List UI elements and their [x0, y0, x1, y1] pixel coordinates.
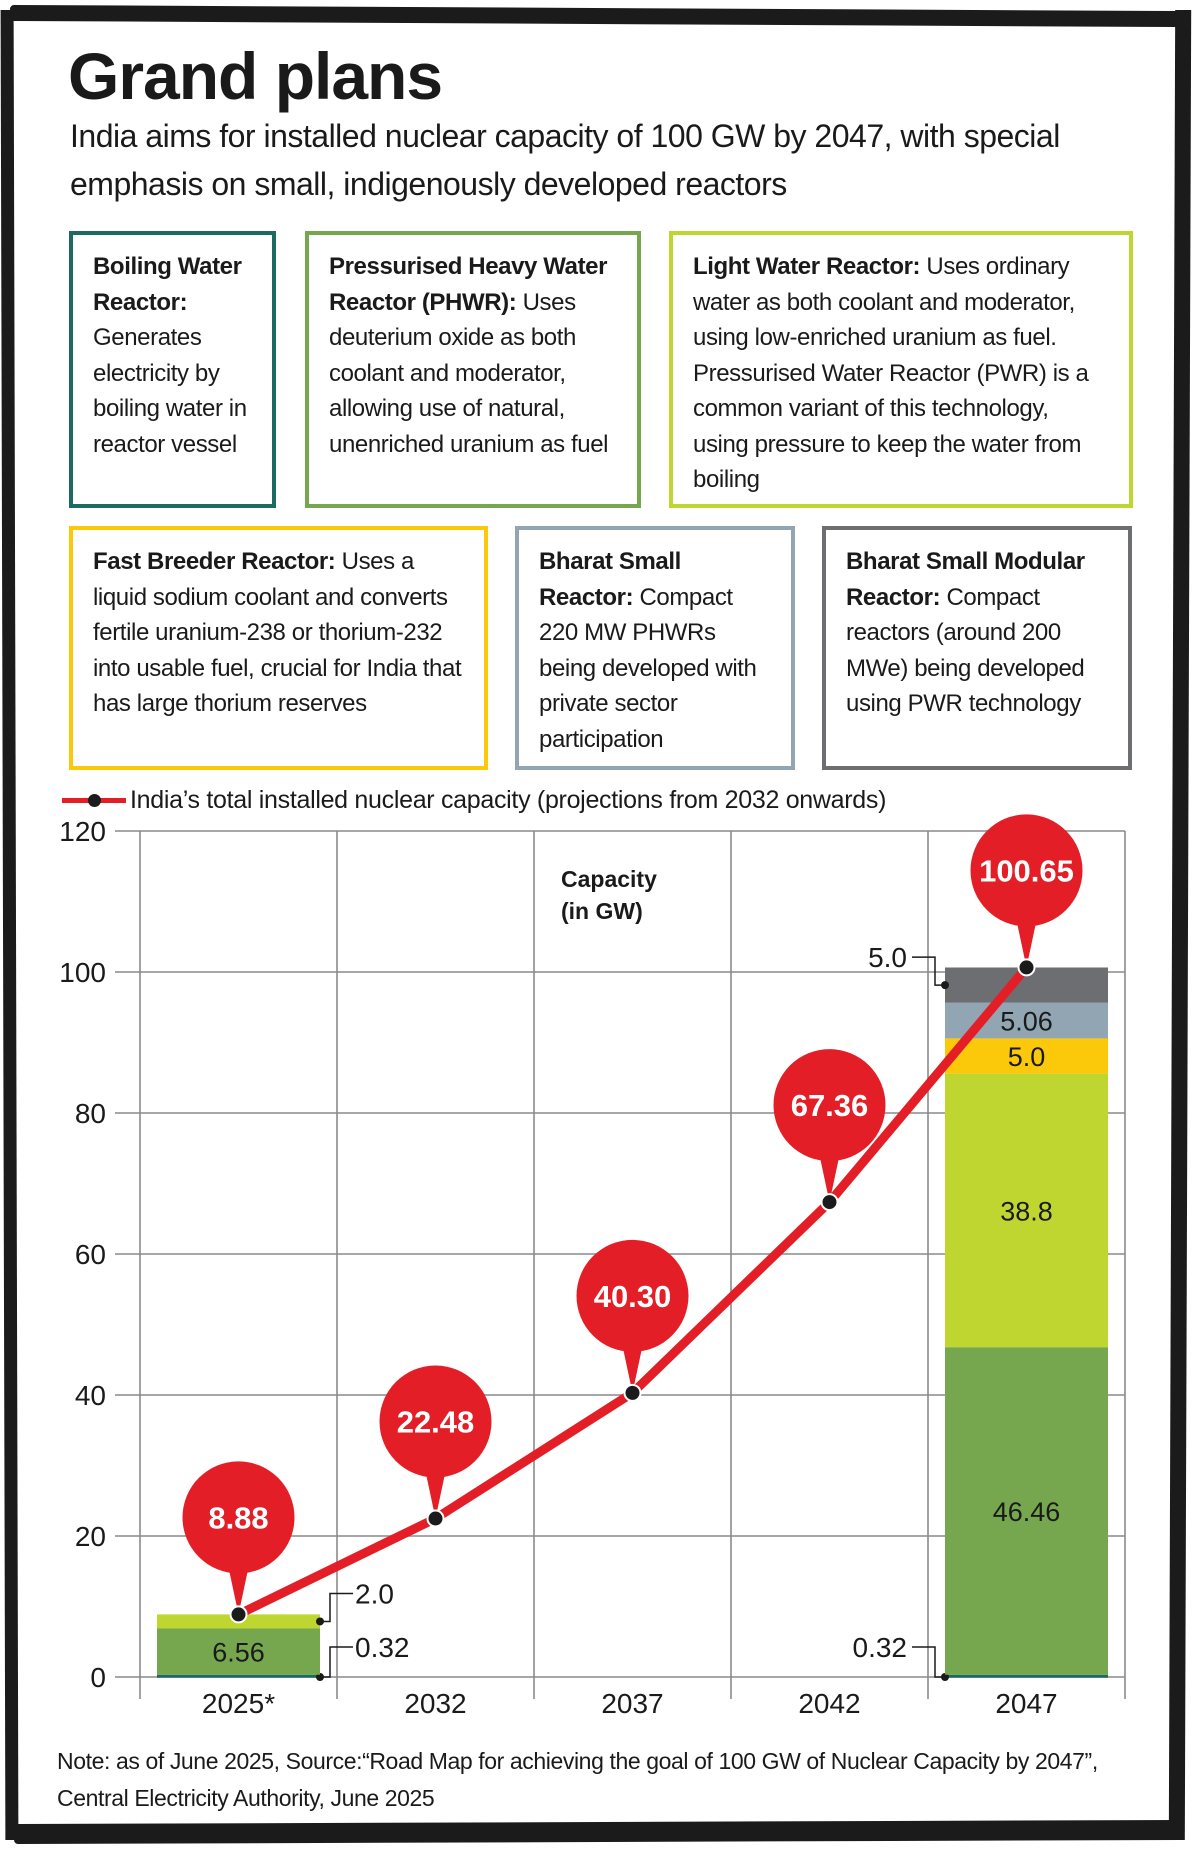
- x-tick-label: 2037: [601, 1688, 663, 1719]
- box-bharat-small-modular-reactor: Bharat Small Modular Reactor: Compact re…: [822, 526, 1132, 770]
- bubble-pointer: [622, 1345, 643, 1393]
- leader-line: [320, 1592, 353, 1623]
- bubble-pointer: [819, 1155, 840, 1203]
- bar-segment-label: 46.46: [993, 1497, 1061, 1527]
- box-body: Compact 220 MW PHWRs being developed wit…: [539, 583, 757, 753]
- box-phwr: Pressurised Heavy Water Reactor (PHWR): …: [305, 231, 641, 508]
- y-tick-label: 100: [59, 957, 106, 988]
- box-body: Uses a liquid sodium coolant and convert…: [93, 548, 462, 717]
- y-tick-label: 0: [90, 1662, 106, 1693]
- legend-label: India’s total installed nuclear capacity…: [130, 785, 887, 814]
- bar-segment: [157, 1674, 320, 1678]
- page-title: Grand plans: [68, 39, 443, 113]
- source-note: Note: as of June 2025, Source:“Road Map …: [57, 1748, 1098, 1811]
- y-tick-label: 120: [59, 816, 106, 847]
- bubble-value-label: 100.65: [979, 853, 1074, 888]
- value-bubble: [970, 814, 1083, 927]
- box-body: Uses ordinary water as both coolant and …: [693, 253, 1089, 493]
- y-tick-label: 40: [75, 1380, 106, 1411]
- y-axis-title-line2: (in GW): [561, 898, 643, 924]
- bubble-pointer: [1016, 920, 1037, 968]
- bar-segment-label: 0.32: [355, 1632, 410, 1663]
- leader-line: [912, 956, 945, 986]
- line-point: [623, 1383, 642, 1402]
- x-tick-label: 2042: [798, 1688, 860, 1719]
- box-light-water-reactor: Light Water Reactor: Uses ordinary water…: [669, 231, 1133, 508]
- bubble-pointer: [425, 1471, 446, 1519]
- bar-segment-label: 2.0: [355, 1578, 394, 1609]
- leader-dot: [941, 981, 949, 990]
- box-title: Bharat Small Reactor:: [539, 548, 681, 611]
- box-title: Bharat Small Modular Reactor:: [846, 548, 1085, 611]
- x-tick-label: 2025*: [202, 1688, 275, 1719]
- line-point: [426, 1509, 445, 1528]
- bubble-value-label: 67.36: [791, 1088, 869, 1123]
- box-bharat-small-reactor: Bharat Small Reactor: Compact 220 MW PHW…: [515, 526, 795, 770]
- box-body: Generates electricity by boiling water i…: [93, 324, 247, 458]
- bar-segment-label: 5.06: [1000, 1007, 1053, 1037]
- value-bubble: [182, 1461, 295, 1574]
- leader-dot: [316, 1617, 324, 1626]
- bar-segment-label: 38.8: [1000, 1196, 1053, 1226]
- chart-legend: India’s total installed nuclear capacity…: [62, 783, 886, 817]
- box-boiling-water-reactor: Boiling Water Reactor: Generates electri…: [69, 231, 276, 508]
- box-body: Uses deuterium oxide as both coolant and…: [329, 288, 609, 458]
- line-point: [229, 1605, 248, 1624]
- bar-segment: [157, 1628, 320, 1675]
- legend-dot-icon: [88, 793, 101, 807]
- leader-dot: [316, 1673, 324, 1681]
- bar-segment-label: 5.0: [868, 942, 907, 973]
- box-title: Light Water Reactor:: [693, 253, 921, 280]
- y-tick-label: 20: [75, 1521, 106, 1552]
- bubble-value-label: 8.88: [208, 1500, 268, 1535]
- box-title: Fast Breeder Reactor:: [93, 548, 336, 575]
- bar-segment-label: 5.0: [1008, 1042, 1046, 1072]
- bar-segment: [945, 1073, 1108, 1348]
- line-point: [1017, 958, 1036, 977]
- box-title: Pressurised Heavy Water Reactor (PHWR):: [329, 253, 608, 316]
- box-title: Boiling Water Reactor:: [93, 253, 242, 316]
- x-tick-label: 2047: [995, 1688, 1057, 1719]
- x-tick-label: 2032: [404, 1688, 466, 1719]
- bar-segment-label: 0.32: [853, 1632, 908, 1663]
- value-bubble: [576, 1239, 689, 1352]
- bubble-value-label: 40.30: [594, 1279, 672, 1314]
- line-point: [820, 1193, 839, 1212]
- value-bubble: [379, 1365, 492, 1478]
- leader-line: [320, 1646, 353, 1678]
- box-body: Compact reactors (around 200 MWe) being …: [846, 583, 1085, 718]
- bar-segment-label: 6.56: [212, 1638, 265, 1668]
- y-tick-label: 80: [75, 1098, 106, 1129]
- legend-line-marker-icon: [62, 793, 126, 807]
- bar-segment: [945, 1038, 1108, 1074]
- leader-line: [912, 1646, 945, 1678]
- bubble-pointer: [228, 1567, 249, 1615]
- y-tick-label: 60: [75, 1239, 106, 1270]
- value-bubble: [773, 1049, 886, 1162]
- bar-segment: [945, 1674, 1108, 1678]
- leader-dot: [941, 1673, 949, 1681]
- page-subtitle: India aims for installed nuclear capacit…: [70, 118, 1060, 202]
- y-axis-title-line1: Capacity: [561, 866, 657, 892]
- bubble-value-label: 22.48: [397, 1405, 475, 1440]
- bar-segment: [945, 1347, 1108, 1675]
- box-fast-breeder-reactor: Fast Breeder Reactor: Uses a liquid sodi…: [69, 526, 488, 770]
